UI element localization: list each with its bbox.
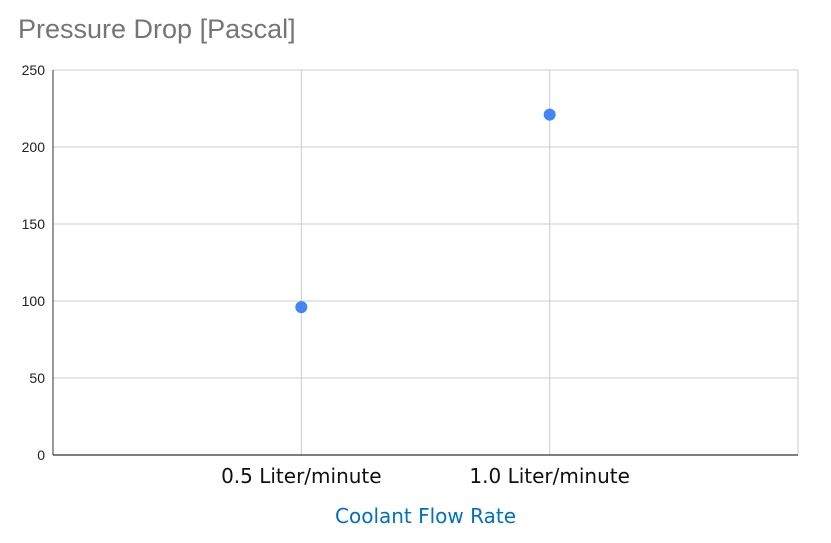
label-layer: 0 50 100 150 200 250 0.5 Liter/minute 1.0 Liter… — [22, 62, 630, 488]
y-tick-label: 200 — [22, 139, 46, 155]
data-point — [543, 108, 556, 121]
grid-layer — [53, 69, 799, 455]
y-tick-label: 250 — [22, 62, 46, 78]
x-axis-title: Coolant Flow Rate — [335, 504, 516, 528]
x-tick-label: 1.0 Liter/minute — [469, 464, 630, 488]
y-tick-label: 100 — [22, 293, 46, 309]
points-layer — [295, 108, 556, 314]
y-tick-label: 0 — [37, 447, 45, 463]
y-tick-label: 50 — [29, 370, 45, 386]
y-tick-label: 150 — [22, 216, 46, 232]
x-tick-label: 0.5 Liter/minute — [221, 464, 382, 488]
data-point — [295, 301, 308, 314]
axis-layer — [52, 70, 798, 456]
chart-title: Pressure Drop [Pascal] — [18, 14, 296, 44]
